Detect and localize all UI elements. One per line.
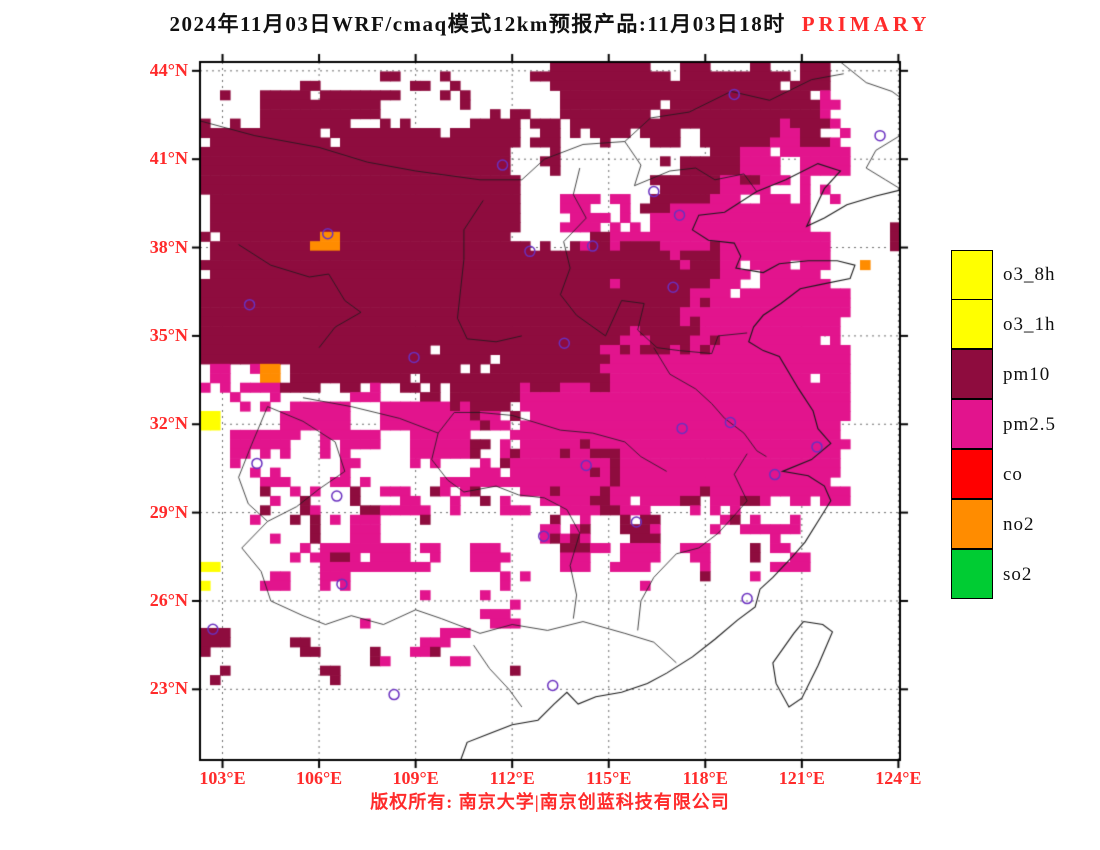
- legend-label: pm10: [1003, 364, 1051, 385]
- lon-tick-label: 106°E: [295, 768, 343, 788]
- lat-tick-label: 23°N: [149, 678, 188, 699]
- primary-pollutant-label: PRIMARY: [801, 12, 931, 36]
- legend-label: no2: [1003, 514, 1035, 535]
- copyright-text: 版权所有: 南京大学|南京创蓝科技有限公司: [370, 792, 730, 812]
- lon-tick-label: 124°E: [875, 768, 922, 788]
- legend-label: so2: [1003, 564, 1033, 585]
- legend-label: co: [1003, 464, 1023, 485]
- lon-tick-label: 121°E: [778, 768, 825, 788]
- lat-tick-label: 44°N: [149, 59, 188, 80]
- legend-swatch: [951, 349, 993, 400]
- lat-tick-label: 32°N: [149, 413, 188, 434]
- legend-item: so2: [951, 549, 1056, 600]
- legend-item: pm2.5: [951, 399, 1057, 450]
- legend-item: pm10: [951, 349, 1056, 400]
- legend-swatch: [951, 549, 993, 600]
- legend-swatch: [951, 449, 993, 500]
- lon-tick-label: 118°E: [682, 768, 728, 788]
- legend-item: o3_1h: [951, 299, 1056, 350]
- legend-swatch: [951, 499, 993, 550]
- lat-tick-label: 35°N: [149, 324, 188, 345]
- lon-tick-label: 115°E: [586, 768, 632, 788]
- pollutant-legend: o3_8h o3_1h pm10 pm2.5 co no2 so2: [951, 250, 1056, 600]
- legend-item: co: [951, 449, 1056, 500]
- lat-tick-label: 26°N: [149, 589, 188, 610]
- lon-tick-label: 103°E: [199, 768, 246, 788]
- chart-title: 2024年11月03日WRF/cmaq模式12km预报产品:11月03日18时: [169, 12, 786, 36]
- legend-label: o3_8h: [1003, 264, 1056, 285]
- legend-label: pm2.5: [1003, 414, 1057, 435]
- legend-item: no2: [951, 499, 1056, 550]
- legend-item: o3_8h: [951, 250, 1056, 300]
- lat-tick-label: 29°N: [149, 501, 188, 522]
- lat-tick-label: 41°N: [149, 148, 188, 169]
- legend-label: o3_1h: [1003, 314, 1056, 335]
- legend-swatch: [951, 250, 993, 300]
- legend-swatch: [951, 399, 993, 450]
- lon-tick-label: 109°E: [392, 768, 439, 788]
- title-bar: 2024年11月03日WRF/cmaq模式12km预报产品:11月03日18时 …: [80, 8, 1020, 38]
- lat-tick-label: 38°N: [149, 236, 188, 257]
- lon-tick-label: 112°E: [489, 768, 535, 788]
- legend-swatch: [951, 299, 993, 350]
